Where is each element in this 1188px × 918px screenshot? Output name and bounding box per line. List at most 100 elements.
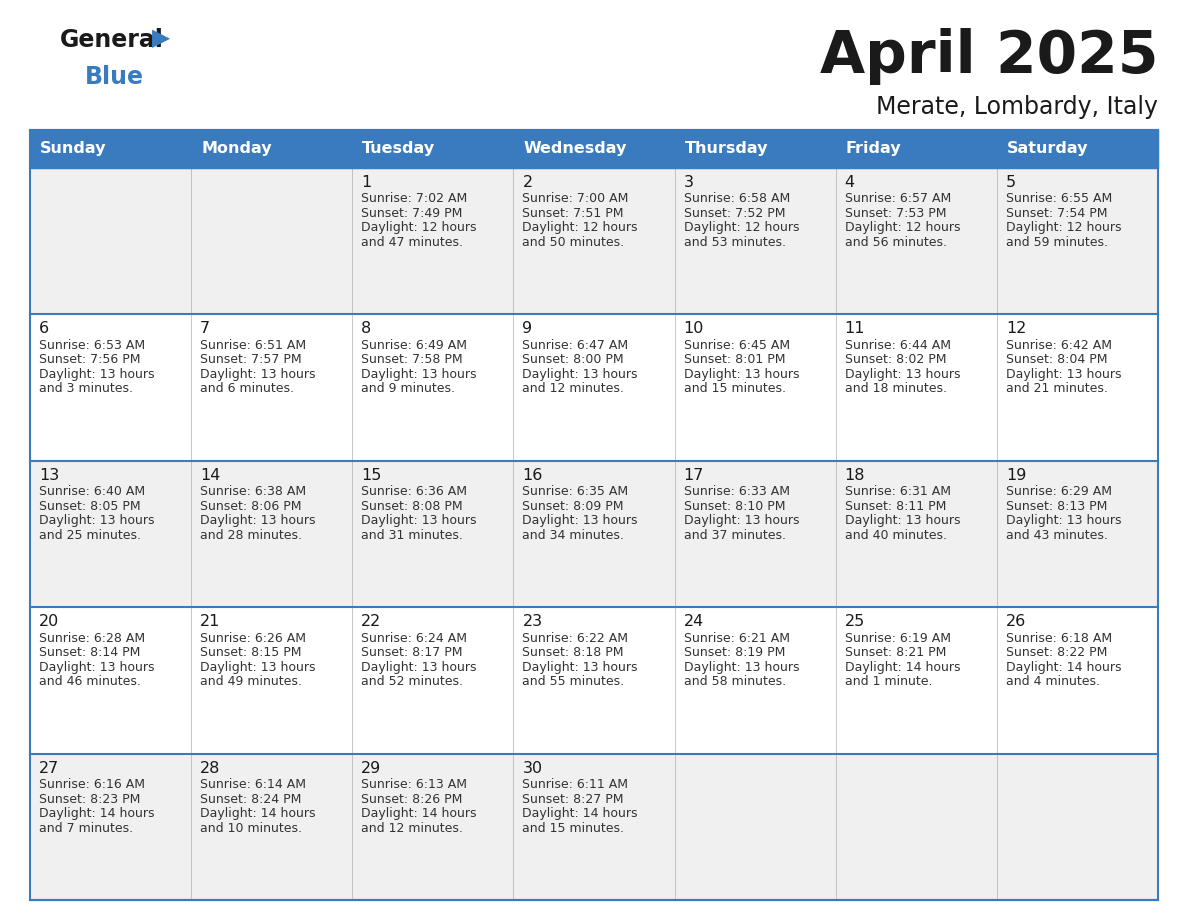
Text: Sunset: 8:04 PM: Sunset: 8:04 PM — [1006, 353, 1107, 366]
Text: Sunset: 8:21 PM: Sunset: 8:21 PM — [845, 646, 946, 659]
Text: 8: 8 — [361, 321, 372, 336]
Text: Sunset: 7:54 PM: Sunset: 7:54 PM — [1006, 207, 1107, 220]
Bar — [353, 754, 513, 900]
Bar — [191, 168, 353, 314]
Bar — [997, 168, 1158, 314]
Text: Wednesday: Wednesday — [524, 141, 627, 156]
Bar — [191, 461, 353, 607]
Bar — [835, 607, 997, 754]
Text: Sunset: 8:13 PM: Sunset: 8:13 PM — [1006, 499, 1107, 513]
Text: 20: 20 — [39, 614, 59, 629]
Text: Daylight: 12 hours: Daylight: 12 hours — [845, 221, 960, 234]
Text: Daylight: 14 hours: Daylight: 14 hours — [1006, 661, 1121, 674]
Bar — [191, 754, 353, 900]
Text: and 40 minutes.: and 40 minutes. — [845, 529, 947, 542]
Bar — [513, 168, 675, 314]
Text: Daylight: 13 hours: Daylight: 13 hours — [523, 368, 638, 381]
Bar — [997, 754, 1158, 900]
Bar — [513, 607, 675, 754]
Bar — [353, 607, 513, 754]
Text: Sunrise: 6:28 AM: Sunrise: 6:28 AM — [39, 632, 145, 644]
Text: Monday: Monday — [201, 141, 272, 156]
Bar — [513, 130, 675, 168]
Text: 2: 2 — [523, 175, 532, 190]
Text: 17: 17 — [683, 468, 704, 483]
Text: and 18 minutes.: and 18 minutes. — [845, 383, 947, 396]
Text: and 52 minutes.: and 52 minutes. — [361, 676, 463, 688]
Text: Sunset: 8:18 PM: Sunset: 8:18 PM — [523, 646, 624, 659]
Text: Sunrise: 6:45 AM: Sunrise: 6:45 AM — [683, 339, 790, 352]
Text: 18: 18 — [845, 468, 865, 483]
Bar — [30, 168, 191, 314]
Text: and 46 minutes.: and 46 minutes. — [39, 676, 141, 688]
Text: 22: 22 — [361, 614, 381, 629]
Text: Friday: Friday — [846, 141, 902, 156]
Text: and 28 minutes.: and 28 minutes. — [200, 529, 302, 542]
Text: Daylight: 13 hours: Daylight: 13 hours — [1006, 368, 1121, 381]
Text: 27: 27 — [39, 761, 59, 776]
Text: Sunset: 8:22 PM: Sunset: 8:22 PM — [1006, 646, 1107, 659]
Bar — [835, 130, 997, 168]
Text: Sunrise: 6:13 AM: Sunrise: 6:13 AM — [361, 778, 467, 791]
Text: Sunrise: 6:36 AM: Sunrise: 6:36 AM — [361, 486, 467, 498]
Text: Sunset: 8:06 PM: Sunset: 8:06 PM — [200, 499, 302, 513]
Text: and 1 minute.: and 1 minute. — [845, 676, 933, 688]
Text: and 55 minutes.: and 55 minutes. — [523, 676, 625, 688]
Text: and 7 minutes.: and 7 minutes. — [39, 822, 133, 834]
Bar — [675, 754, 835, 900]
Text: ▶: ▶ — [152, 26, 170, 50]
Text: and 21 minutes.: and 21 minutes. — [1006, 383, 1107, 396]
Text: Sunrise: 6:22 AM: Sunrise: 6:22 AM — [523, 632, 628, 644]
Text: Sunrise: 6:21 AM: Sunrise: 6:21 AM — [683, 632, 790, 644]
Text: and 15 minutes.: and 15 minutes. — [523, 822, 625, 834]
Text: Sunset: 8:01 PM: Sunset: 8:01 PM — [683, 353, 785, 366]
Text: Sunrise: 6:38 AM: Sunrise: 6:38 AM — [200, 486, 307, 498]
Bar — [675, 168, 835, 314]
Bar — [675, 607, 835, 754]
Bar — [191, 607, 353, 754]
Text: Sunrise: 6:18 AM: Sunrise: 6:18 AM — [1006, 632, 1112, 644]
Text: Daylight: 12 hours: Daylight: 12 hours — [683, 221, 800, 234]
Text: Daylight: 13 hours: Daylight: 13 hours — [845, 514, 960, 527]
Text: Daylight: 13 hours: Daylight: 13 hours — [361, 514, 476, 527]
Text: Sunrise: 6:35 AM: Sunrise: 6:35 AM — [523, 486, 628, 498]
Bar — [835, 314, 997, 461]
Text: and 58 minutes.: and 58 minutes. — [683, 676, 785, 688]
Text: Saturday: Saturday — [1007, 141, 1088, 156]
Text: 29: 29 — [361, 761, 381, 776]
Text: Daylight: 13 hours: Daylight: 13 hours — [523, 661, 638, 674]
Text: Daylight: 14 hours: Daylight: 14 hours — [39, 807, 154, 820]
Text: Sunset: 8:26 PM: Sunset: 8:26 PM — [361, 792, 462, 806]
Text: Sunrise: 6:40 AM: Sunrise: 6:40 AM — [39, 486, 145, 498]
Text: Sunrise: 7:00 AM: Sunrise: 7:00 AM — [523, 193, 628, 206]
Text: 12: 12 — [1006, 321, 1026, 336]
Text: Sunrise: 6:16 AM: Sunrise: 6:16 AM — [39, 778, 145, 791]
Text: and 31 minutes.: and 31 minutes. — [361, 529, 463, 542]
Bar — [997, 130, 1158, 168]
Text: Sunrise: 6:14 AM: Sunrise: 6:14 AM — [200, 778, 307, 791]
Bar — [997, 607, 1158, 754]
Text: and 49 minutes.: and 49 minutes. — [200, 676, 302, 688]
Text: and 47 minutes.: and 47 minutes. — [361, 236, 463, 249]
Text: 25: 25 — [845, 614, 865, 629]
Text: Sunset: 8:09 PM: Sunset: 8:09 PM — [523, 499, 624, 513]
Text: 3: 3 — [683, 175, 694, 190]
Text: and 59 minutes.: and 59 minutes. — [1006, 236, 1108, 249]
Text: Sunrise: 6:51 AM: Sunrise: 6:51 AM — [200, 339, 307, 352]
Text: Daylight: 14 hours: Daylight: 14 hours — [845, 661, 960, 674]
Bar — [30, 314, 191, 461]
Text: and 12 minutes.: and 12 minutes. — [361, 822, 463, 834]
Text: Sunset: 8:05 PM: Sunset: 8:05 PM — [39, 499, 140, 513]
Bar — [353, 168, 513, 314]
Text: Sunset: 8:15 PM: Sunset: 8:15 PM — [200, 646, 302, 659]
Text: and 9 minutes.: and 9 minutes. — [361, 383, 455, 396]
Text: Sunrise: 6:29 AM: Sunrise: 6:29 AM — [1006, 486, 1112, 498]
Text: Daylight: 13 hours: Daylight: 13 hours — [1006, 514, 1121, 527]
Text: 19: 19 — [1006, 468, 1026, 483]
Text: and 34 minutes.: and 34 minutes. — [523, 529, 625, 542]
Text: Daylight: 14 hours: Daylight: 14 hours — [200, 807, 316, 820]
Text: and 12 minutes.: and 12 minutes. — [523, 383, 625, 396]
Text: Sunrise: 6:42 AM: Sunrise: 6:42 AM — [1006, 339, 1112, 352]
Bar — [191, 130, 353, 168]
Text: and 43 minutes.: and 43 minutes. — [1006, 529, 1107, 542]
